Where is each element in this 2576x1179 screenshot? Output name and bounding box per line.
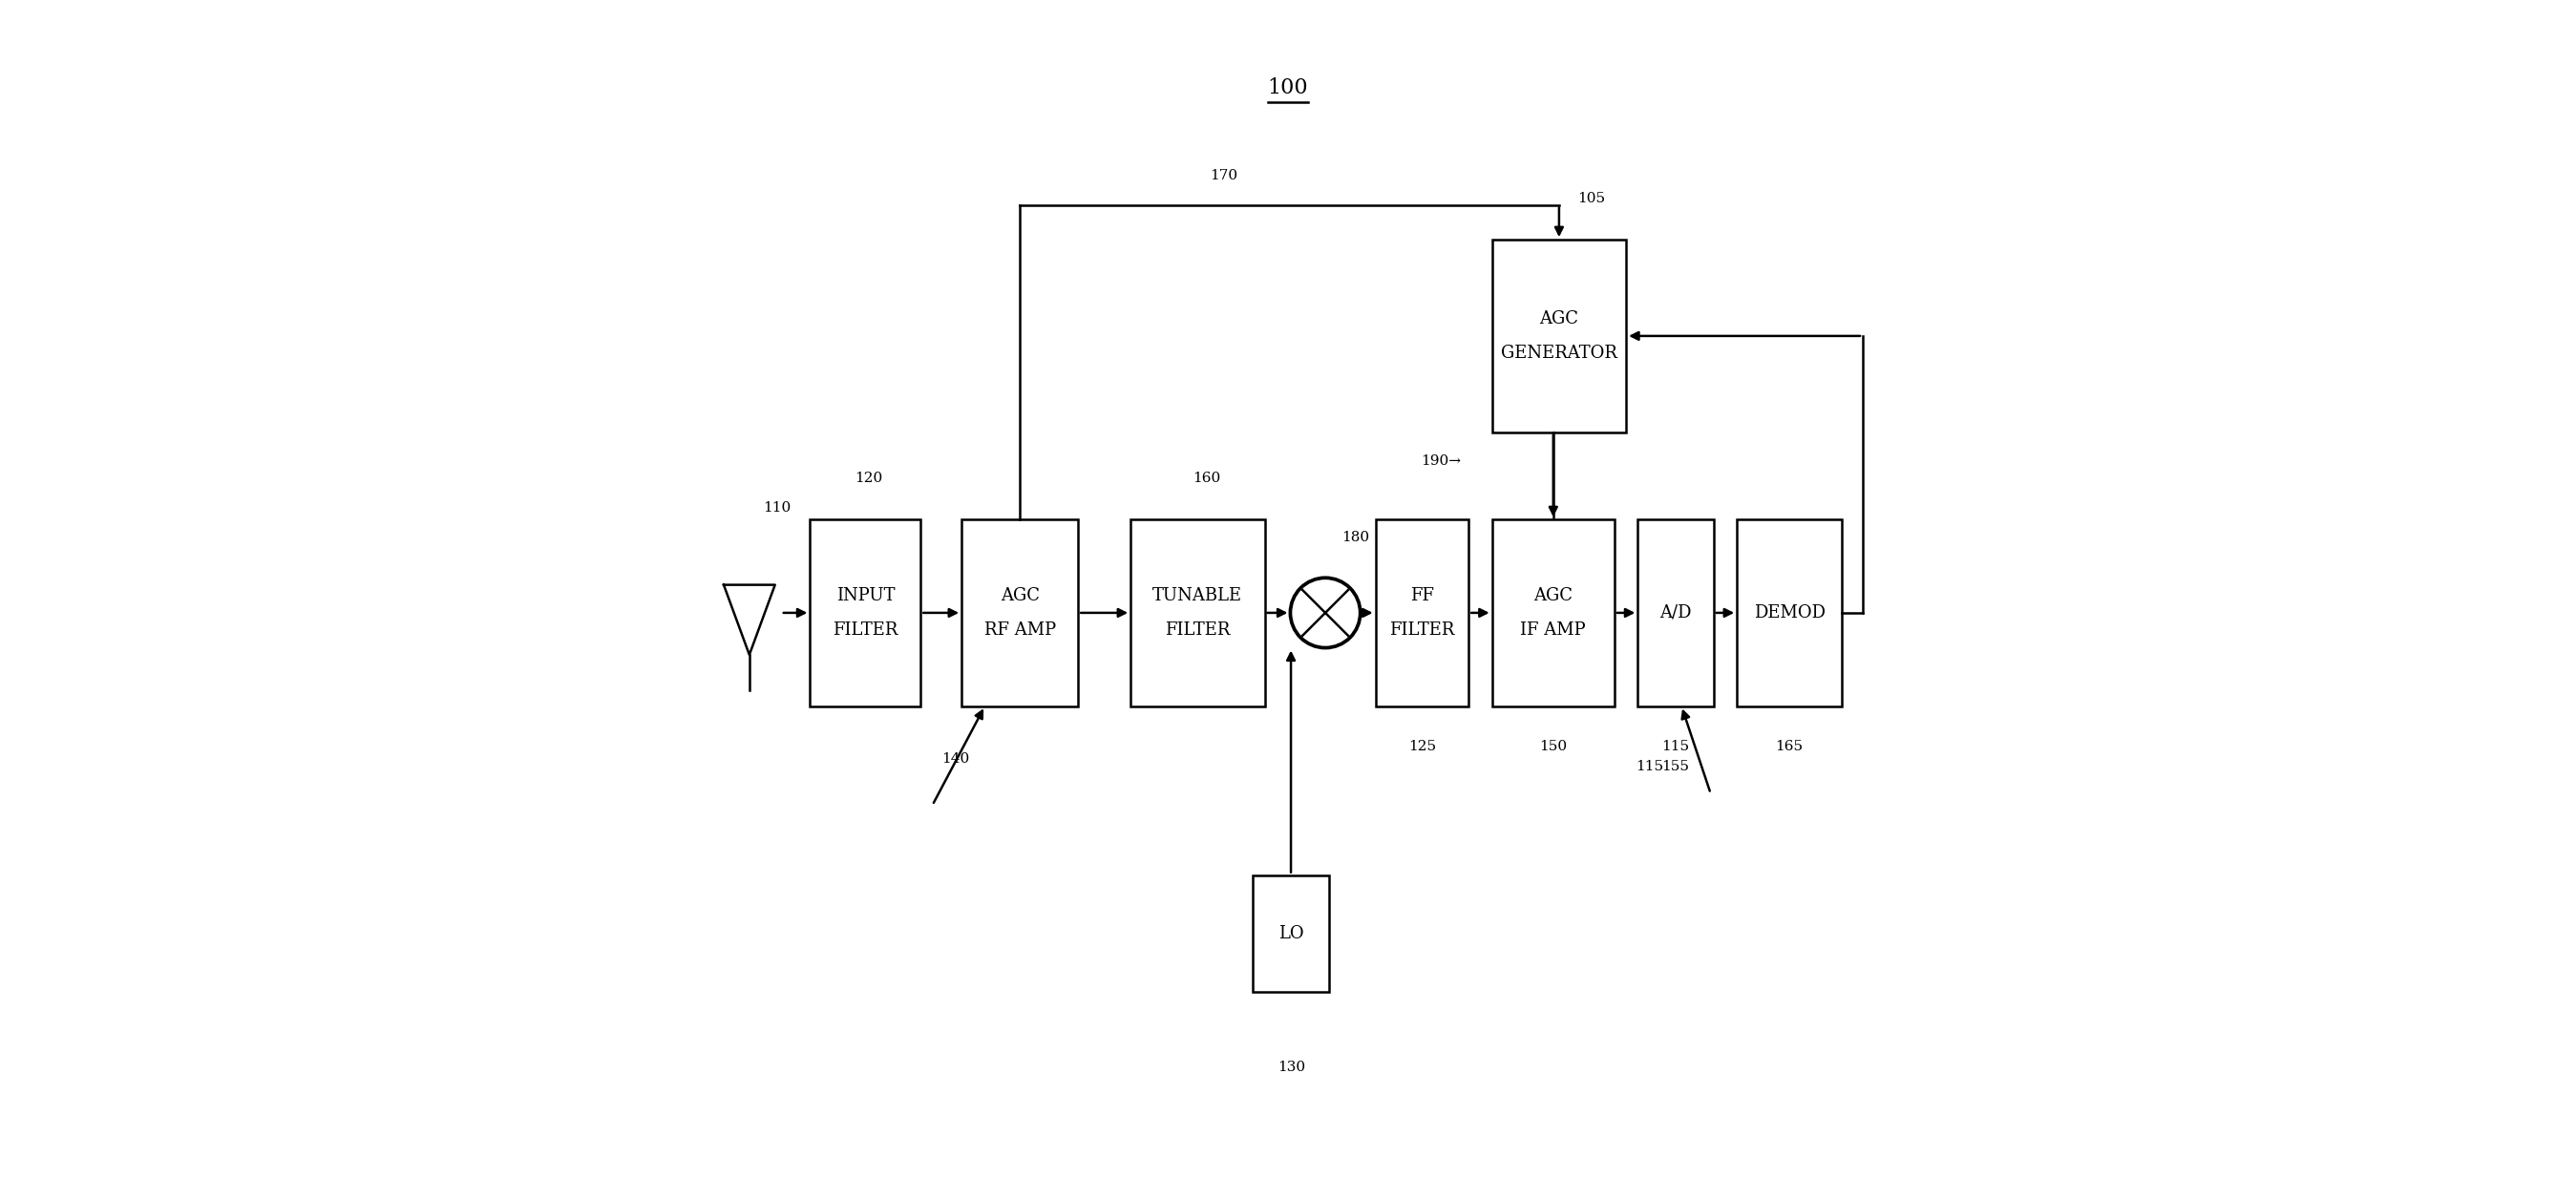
Text: 165: 165 [1775, 740, 1803, 753]
Text: FILTER: FILTER [832, 621, 899, 639]
Bar [961, 520, 1079, 706]
Text: 110: 110 [762, 501, 791, 514]
Text: A/D: A/D [1659, 604, 1692, 621]
Text: 190→: 190→ [1419, 455, 1461, 468]
Bar [1252, 875, 1329, 992]
Text: AGC: AGC [1540, 310, 1579, 327]
Bar [1492, 520, 1615, 706]
Text: 115: 115 [1662, 740, 1690, 753]
Text: DEMOD: DEMOD [1754, 604, 1826, 621]
Bar [1492, 239, 1625, 433]
Text: 105: 105 [1577, 192, 1605, 205]
Text: 140: 140 [943, 752, 969, 765]
Text: TUNABLE: TUNABLE [1151, 587, 1242, 604]
Text: 115: 115 [1636, 760, 1664, 773]
Text: 160: 160 [1193, 472, 1221, 486]
Text: 130: 130 [1278, 1061, 1306, 1074]
Text: IF AMP: IF AMP [1520, 621, 1587, 639]
Bar [1736, 520, 1842, 706]
Bar [1638, 520, 1713, 706]
Text: 125: 125 [1409, 740, 1435, 753]
Text: LO: LO [1278, 924, 1303, 942]
Text: AGC: AGC [999, 587, 1041, 604]
Text: 150: 150 [1538, 740, 1566, 753]
Text: 100: 100 [1267, 78, 1309, 99]
Bar [1376, 520, 1468, 706]
Text: 155: 155 [1662, 760, 1690, 773]
Text: 180: 180 [1342, 531, 1370, 544]
Bar [809, 520, 920, 706]
Text: FILTER: FILTER [1388, 621, 1455, 639]
Text: RF AMP: RF AMP [984, 621, 1056, 639]
Text: 120: 120 [855, 472, 881, 486]
Text: 170: 170 [1211, 169, 1239, 183]
Text: GENERATOR: GENERATOR [1502, 344, 1618, 362]
Bar [1131, 520, 1265, 706]
Text: FF: FF [1409, 587, 1435, 604]
Text: INPUT: INPUT [837, 587, 894, 604]
Text: AGC: AGC [1533, 587, 1574, 604]
Text: FILTER: FILTER [1164, 621, 1231, 639]
